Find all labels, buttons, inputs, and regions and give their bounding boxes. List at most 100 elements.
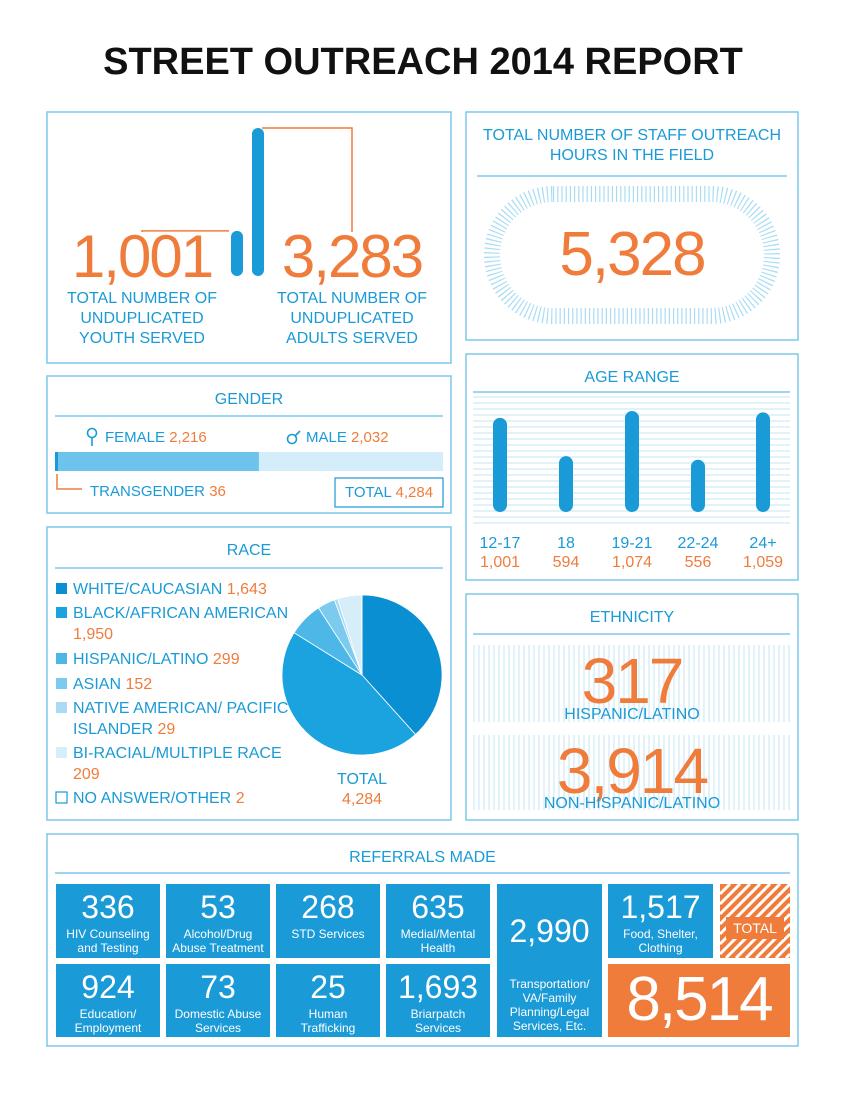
pie-slice — [361, 594, 443, 736]
referral-tile — [497, 884, 602, 1037]
bar-segment — [58, 452, 259, 471]
legend-swatch — [56, 747, 67, 758]
panel — [465, 353, 799, 581]
stripe — [718, 882, 742, 906]
pie-slice — [281, 632, 417, 756]
value-label: 3,283 — [281, 223, 424, 290]
legend-value: 36 — [209, 483, 226, 500]
referral-label: Food, Shelter, Clothing — [623, 927, 698, 955]
x-tick-label: 12-17 — [479, 535, 521, 552]
referral-tile — [276, 964, 380, 1037]
legend-entry: ASIAN 152 — [73, 674, 293, 695]
bar — [559, 456, 573, 512]
legend-value: 2,216 — [169, 429, 207, 446]
panel — [46, 833, 799, 1047]
legend-label: WHITE/CAUCASIAN — [73, 581, 223, 598]
panel — [46, 111, 452, 364]
referral-tile — [386, 964, 490, 1037]
bar — [252, 128, 264, 276]
stripe — [718, 882, 732, 896]
chart-title: AGE RANGE — [584, 369, 680, 386]
legend-label: FEMALE — [105, 429, 166, 446]
legend-entry: BLACK/AFRICAN AMERICAN 1,950 — [73, 603, 293, 645]
x-tick-label: 19-21 — [611, 535, 653, 552]
referral-value: 635 — [411, 889, 465, 925]
bar — [493, 417, 507, 512]
stripe — [718, 882, 752, 916]
legend-label: NO ANSWER/OTHER — [73, 790, 232, 807]
value-label: 1,059 — [742, 554, 784, 571]
legend-label: MALE — [306, 429, 347, 446]
referral-label: STD Services — [291, 927, 365, 941]
legend-swatch — [55, 791, 68, 804]
item-label: HISPANIC/LATINO — [564, 706, 700, 723]
legend-value: 1,643 — [226, 581, 267, 598]
bar — [625, 411, 639, 512]
legend-value: 2,032 — [351, 429, 389, 446]
section-title: REFERRALS MADE — [349, 849, 496, 866]
referral-label: Education/ Employment — [74, 1007, 142, 1035]
panel — [46, 526, 452, 821]
legend-swatch — [56, 702, 67, 713]
stripe — [784, 952, 792, 960]
legend-symbol — [86, 427, 98, 439]
legend-entry: FEMALE 2,216 — [105, 428, 207, 448]
total-box — [334, 477, 444, 508]
legend-entry: HISPANIC/LATINO 299 — [73, 649, 293, 670]
bar — [691, 459, 705, 512]
referral-tile — [166, 884, 270, 958]
referral-tile — [386, 884, 490, 958]
legend-symbol — [286, 433, 298, 445]
referral-label: Human Trafficking — [300, 1007, 356, 1035]
total-label-bg — [726, 917, 784, 939]
referral-value: 2,990 — [509, 913, 590, 949]
referral-tile — [276, 884, 380, 958]
legend-value: 209 — [73, 766, 100, 783]
referral-value: 268 — [301, 889, 355, 925]
category-label: TOTAL NUMBER OF UNDUPLICATED ADULTS SERV… — [277, 290, 427, 347]
referral-tile — [608, 884, 713, 958]
total-value-tile — [608, 964, 790, 1037]
total-value: 4,284 — [395, 484, 434, 501]
legend-entry: BI-RACIAL/MULTIPLE RACE 209 — [73, 743, 293, 785]
legend-swatch — [56, 678, 67, 689]
panel — [465, 593, 799, 821]
stripe — [774, 942, 792, 960]
total-value: 4,284 — [341, 791, 383, 808]
big-number: 3,914 — [556, 735, 709, 807]
bar-segment — [55, 452, 59, 471]
legend-label: TRANSGENDER — [90, 483, 206, 500]
x-tick-label: 18 — [557, 535, 575, 552]
referral-value: 25 — [310, 969, 346, 1005]
chart-title: RACE — [226, 542, 272, 559]
referral-label: Medial/Mental Health — [400, 927, 476, 955]
bar — [756, 412, 770, 512]
stripe — [764, 932, 792, 960]
value-label: 594 — [552, 554, 580, 571]
legend-entry: NATIVE AMERICAN/ PACIFIC ISLANDER 29 — [73, 698, 293, 740]
referral-value: 73 — [200, 969, 236, 1005]
referral-tile — [56, 964, 160, 1037]
legend-swatch — [56, 583, 67, 594]
legend-label: NATIVE AMERICAN/ PACIFIC ISLANDER — [73, 700, 289, 738]
section-title: TOTAL NUMBER OF STAFF OUTREACH HOURS IN … — [482, 127, 782, 164]
legend-swatch — [56, 653, 67, 664]
legend-swatch — [56, 607, 67, 618]
big-number: 317 — [581, 645, 685, 717]
panel — [46, 375, 452, 514]
legend-entry: WHITE/CAUCASIAN 1,643 — [73, 579, 293, 600]
referral-value: 1,517 — [620, 889, 701, 925]
referral-value: 336 — [81, 889, 135, 925]
referral-tile — [166, 964, 270, 1037]
bar — [231, 230, 243, 276]
referral-value: 53 — [200, 889, 236, 925]
legend-value: 152 — [125, 676, 153, 693]
bar-segment — [258, 452, 443, 471]
referral-value: 924 — [81, 969, 135, 1005]
total-value: 8,514 — [626, 965, 773, 1034]
item-label: NON-HISPANIC/LATINO — [543, 795, 721, 812]
legend-entry: TRANSGENDER 36 — [90, 482, 226, 502]
value-label: 1,001 — [71, 223, 214, 290]
